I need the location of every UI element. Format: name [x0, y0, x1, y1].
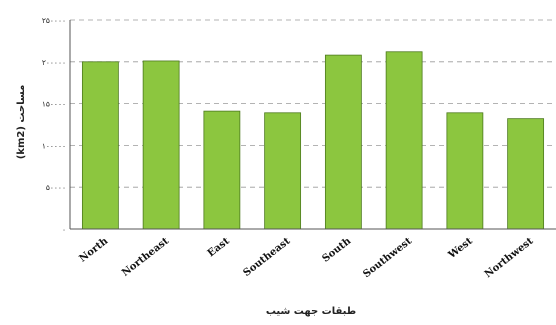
y-tick-label: ۱۵۰۰۰۰ — [42, 100, 66, 109]
y-tick-label: ۲۵۰۰۰۰ — [42, 16, 66, 25]
x-tick-label: South — [320, 235, 353, 264]
bar-south — [324, 54, 362, 230]
bar-northeast — [142, 60, 180, 230]
axes — [69, 20, 556, 230]
x-tick-label: Southwest — [361, 235, 414, 280]
y-tick-label: ۵۰۰۰۰ — [46, 183, 66, 192]
x-tick-label: Northeast — [120, 235, 171, 278]
bar-east — [203, 110, 241, 230]
x-tick-label: Southeast — [241, 235, 292, 278]
bar-north — [81, 61, 119, 230]
y-tick-label: ۲۰۰۰۰۰ — [42, 58, 66, 67]
x-tick-label: East — [206, 235, 232, 259]
x-tick-label: West — [446, 235, 475, 261]
bar-northwest — [507, 118, 545, 230]
y-tick-label: ۰ — [62, 225, 66, 234]
x-axis-title: طبقات جهت شیب — [266, 306, 356, 317]
x-tick-labels: North Northeast East Southeast South Southwes… — [77, 235, 535, 280]
bar-west — [446, 112, 484, 230]
bar-southeast — [264, 112, 302, 230]
bar-southwest — [385, 51, 423, 230]
y-axis-title: مساحت (km2) — [16, 85, 27, 160]
y-tick-label: ۱۰۰۰۰۰ — [42, 141, 66, 150]
bars — [81, 51, 545, 230]
x-tick-label: Northwest — [483, 235, 536, 280]
y-tick-labels: ۰ ۵۰۰۰۰ ۱۰۰۰۰۰ ۱۵۰۰۰۰ ۲۰۰۰۰۰ ۲۵۰۰۰۰ — [42, 16, 66, 234]
x-tick-label: North — [77, 235, 110, 264]
